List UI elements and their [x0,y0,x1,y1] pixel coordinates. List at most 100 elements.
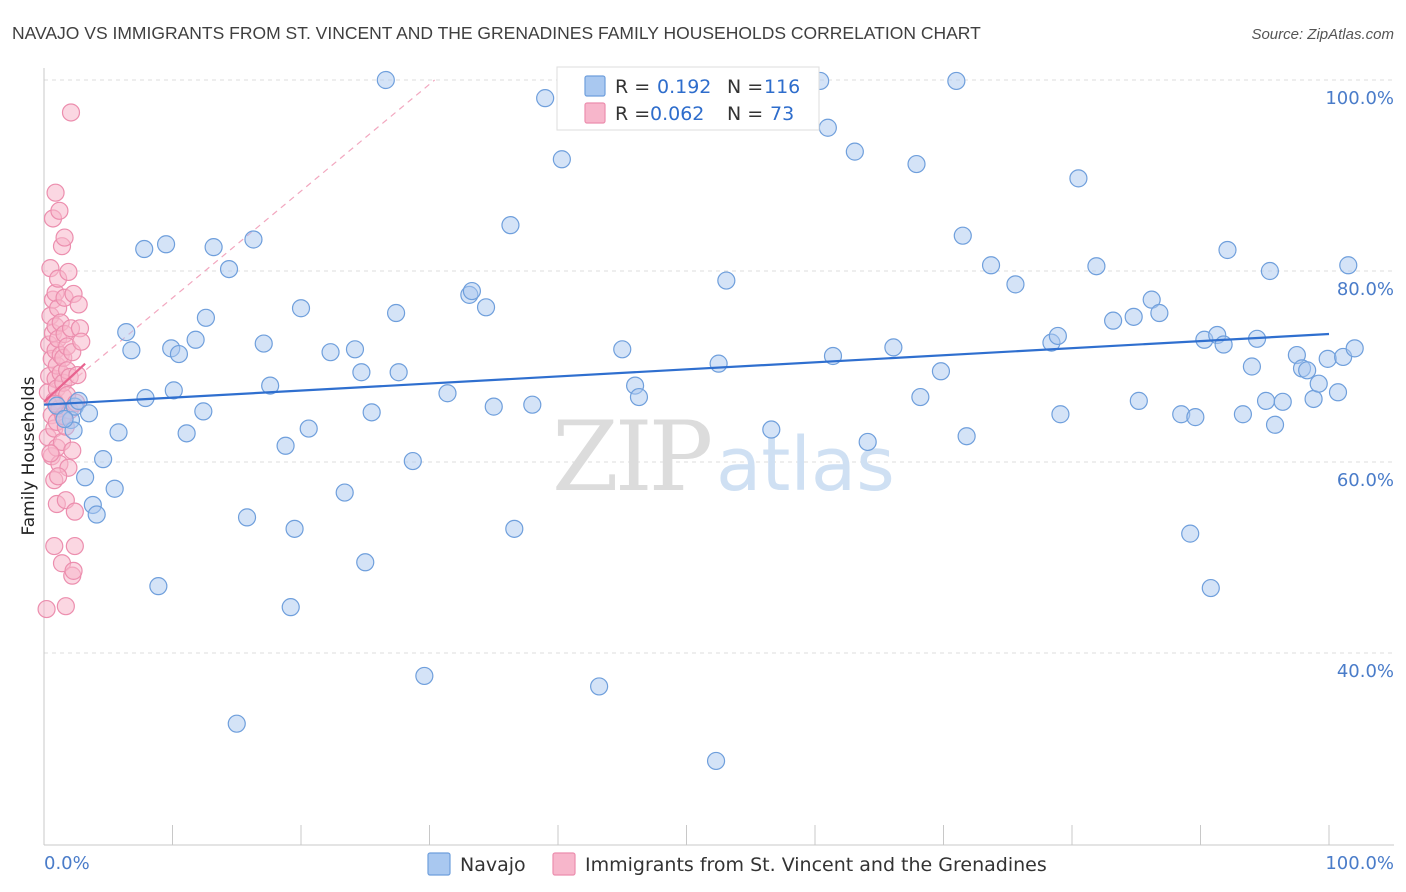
y-axis-label: Family Households [19,376,39,535]
navajo-point [1309,374,1328,393]
navajo-point [1051,405,1070,424]
navajo-point [345,340,365,359]
navajo-point [186,330,205,349]
navajo-point [87,505,106,524]
navajo-point [177,424,196,443]
x-tick-label-min: 0.0% [44,853,90,874]
immigrants-point [37,599,56,619]
navajo-point [135,239,154,259]
immigrants-point [68,365,87,385]
navajo-point [1048,326,1067,346]
chart-title: NAVAJO VS IMMIGRANTS FROM ST. VINCENT AN… [12,23,981,43]
immigrants-point [65,536,84,556]
navajo-point [957,427,976,446]
navajo-point [227,714,246,733]
navajo-point [403,451,422,471]
x-ticks [43,825,1330,845]
immigrants-point [55,228,74,247]
navajo-point [717,271,736,290]
navajo-point [1273,392,1292,411]
series-legend-label-navajo: Navajo [460,854,526,876]
navajo-point [122,341,141,360]
immigrants-point [59,262,78,282]
immigrants-point [46,183,65,202]
navajo-point [299,419,318,438]
navajo-point [1298,361,1317,380]
navajo-point [1256,391,1276,410]
immigrants-trend-line [43,362,86,403]
navajo-point [884,338,903,357]
navajo-point [858,432,877,452]
navajo-points [47,70,1364,771]
y-tick-label-40: 40.0% [1337,661,1394,682]
navajo-point [552,150,571,169]
navajo-point [1104,311,1123,330]
navajo-point [1328,383,1348,402]
navajo-point [1265,415,1285,434]
navajo-point [76,468,95,487]
navajo-point [845,142,864,161]
navajo-point [117,323,136,342]
navajo-point [281,598,300,617]
navajo-point [501,216,520,235]
navajo-point [47,396,66,415]
navajo-point [1142,290,1161,309]
navajo-point [276,436,295,455]
navajo-point [1304,389,1323,409]
navajo-point [1242,357,1262,376]
navajo-point [386,303,406,323]
navajo-point [1186,408,1205,427]
legend-r-value-navajo: 0.192 [657,76,711,98]
series-legend-label-immigrants: Immigrants from St. Vincent and the Gren… [585,854,1047,876]
navajo-point [1233,405,1253,424]
immigrants-points [37,103,91,619]
immigrants-point [56,597,75,616]
legend-r-label-immigrants: R = [615,103,650,125]
watermark: ZIP atlas [552,401,895,513]
navajo-point [196,308,216,327]
navajo-point [629,387,649,407]
navajo-point [1069,169,1088,188]
navajo-point [94,450,113,469]
navajo-point [1181,524,1200,543]
navajo-point [105,479,124,498]
navajo-point [1339,256,1358,275]
navajo-point [1260,261,1279,281]
legend-swatch-navajo [584,75,606,97]
navajo-point [194,402,213,421]
navajo-point [1124,307,1143,326]
legend-n-value-immigrants: 73 [770,103,794,125]
navajo-point [505,519,524,538]
navajo-point [1150,303,1169,323]
navajo-point [981,256,1001,275]
navajo-point [389,363,408,382]
series-legend: Navajo Immigrants from St. Vincent and t… [427,852,1047,876]
navajo-point [953,226,972,245]
immigrants-point [69,295,88,314]
navajo-point [352,363,371,382]
navajo-point [204,238,223,257]
navajo-point [613,340,632,359]
navajo-point [356,553,375,572]
navajo-point [1201,578,1220,598]
immigrants-point [45,536,64,556]
navajo-point [156,235,176,254]
navajo-point [484,397,503,416]
x-tick-label-max: 100.0% [1325,853,1394,874]
navajo-point [55,409,74,429]
navajo-point [321,343,340,362]
watermark-zip: ZIP [552,401,711,513]
stats-legend: R = 0.192 N = 116 R = 0.062 N = 73 [556,66,820,131]
series-legend-swatch-navajo [427,852,451,876]
y-tick-label-80: 80.0% [1337,279,1394,300]
legend-n-value-navajo: 116 [764,76,800,98]
reference-dashed-line [43,79,436,406]
immigrants-point [61,103,81,122]
navajo-point [164,381,183,400]
navajo-point [911,387,930,407]
immigrants-point [64,561,83,580]
immigrants-point [49,467,68,486]
navajo-point [1006,275,1025,294]
navajo-point [706,751,726,771]
